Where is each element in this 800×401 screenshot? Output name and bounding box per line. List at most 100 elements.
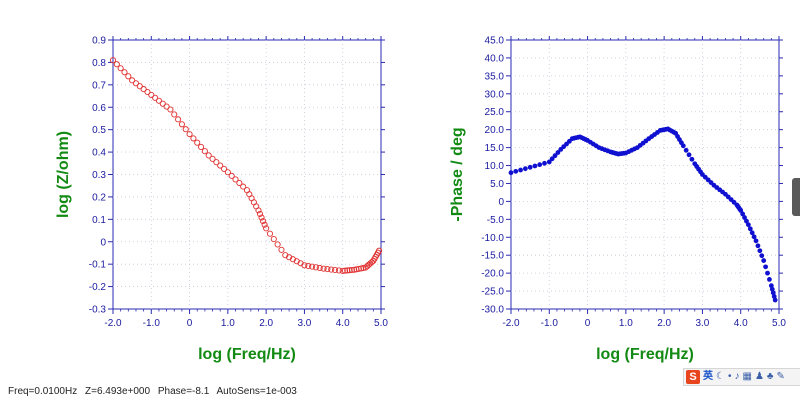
data-point: [532, 163, 538, 169]
y-tick-label: 0.8: [92, 58, 106, 69]
data-point: [263, 225, 270, 232]
ime-moon-icon[interactable]: ☾: [716, 371, 725, 382]
data-point: [209, 155, 216, 162]
data-point: [686, 152, 692, 158]
data-point: [316, 264, 323, 272]
status-freq: Freq=0.0100Hz: [8, 386, 78, 397]
data-point: [751, 234, 757, 240]
y-tick-label: 35.0: [485, 71, 505, 82]
data-point: [513, 168, 519, 174]
data-point: [236, 179, 243, 187]
data-point: [689, 156, 695, 162]
ime-dot-icon[interactable]: •: [727, 371, 732, 382]
data-point: [546, 159, 552, 165]
data-point: [171, 111, 178, 118]
y-tick-label: -25.0: [481, 287, 504, 298]
status-bar: Freq=0.0100Hz Z=6.493e+000 Phase=-8.1 Au…: [8, 386, 302, 397]
y-tick-label: -30.0: [481, 305, 504, 316]
data-point: [152, 94, 159, 101]
ime-toolbar[interactable]: S 英 ☾ • ♪ ▦ ♟ ♣ ✎: [683, 368, 800, 386]
data-point: [747, 226, 753, 232]
plot-area: [510, 39, 780, 310]
data-point: [555, 150, 561, 155]
data-point: [518, 167, 523, 173]
data-point: [348, 266, 355, 274]
data-point: [255, 207, 262, 214]
data-point: [136, 83, 143, 90]
data-point: [755, 243, 761, 249]
data-point: [745, 222, 751, 228]
side-panel-handle[interactable]: [792, 178, 800, 216]
y-axis-title: -Phase / deg: [449, 127, 466, 221]
data-point: [527, 164, 533, 170]
y-tick-label: 10.0: [485, 161, 505, 172]
y-tick-label: 0.2: [92, 192, 106, 203]
data-point: [312, 264, 319, 271]
y-axis-title: log (Z/ohm): [55, 131, 72, 218]
data-point: [140, 86, 147, 93]
data-point: [125, 73, 132, 80]
data-point: [542, 160, 547, 166]
x-tick-label: 4.0: [336, 318, 350, 329]
y-tick-label: 25.0: [485, 107, 505, 118]
y-tick-label: 30.0: [485, 89, 505, 100]
y-tick-label: 0.6: [92, 103, 106, 114]
data-point: [201, 148, 208, 155]
data-point: [552, 153, 558, 159]
data-point: [767, 277, 772, 282]
data-point: [220, 165, 228, 172]
data-point: [353, 266, 360, 273]
data-point: [190, 135, 197, 142]
y-tick-label: 45.0: [485, 36, 505, 47]
data-point: [278, 246, 285, 253]
data-point: [256, 210, 264, 218]
data-point: [355, 265, 362, 272]
y-tick-label: 15.0: [485, 143, 505, 154]
data-point: [360, 264, 367, 272]
data-point: [328, 266, 335, 273]
data-point: [175, 116, 182, 123]
data-point: [301, 262, 308, 269]
y-tick-label: 0.5: [92, 125, 106, 136]
ime-tools-icon[interactable]: ✎: [776, 371, 785, 382]
y-tick-label: 0: [498, 197, 504, 208]
data-point: [217, 162, 224, 169]
ime-keyboard-icon[interactable]: ▦: [742, 371, 752, 382]
data-point: [129, 77, 136, 84]
x-tick-label: 1.0: [221, 318, 235, 329]
data-point: [224, 169, 231, 176]
sogou-logo-icon[interactable]: S: [686, 370, 700, 384]
ime-shirt-icon[interactable]: ♣: [766, 371, 774, 382]
data-point: [260, 218, 267, 225]
data-point: [508, 170, 514, 176]
data-point: [305, 262, 312, 270]
x-tick-label: 0: [585, 318, 591, 329]
data-point: [155, 97, 162, 104]
y-tick-label: 0.1: [92, 215, 106, 226]
data-point: [261, 221, 268, 228]
data-point: [240, 183, 247, 190]
x-tick-label: -1.0: [541, 318, 559, 329]
data-point: [753, 238, 759, 244]
data-point: [335, 267, 342, 274]
x-tick-label: 1.0: [619, 318, 633, 329]
data-point: [121, 69, 128, 76]
x-tick-label: 3.0: [297, 318, 311, 329]
x-axis-title: log (Freq/Hz): [198, 346, 296, 363]
data-point: [198, 143, 205, 150]
x-tick-label: -1.0: [143, 318, 161, 329]
data-point: [159, 100, 166, 107]
data-point: [132, 80, 140, 87]
data-point: [740, 211, 746, 217]
y-tick-label: -10.0: [481, 233, 504, 244]
x-tick-label: 0: [187, 318, 193, 329]
data-point: [117, 65, 124, 72]
data-point: [757, 248, 763, 254]
ime-mic-icon[interactable]: ♪: [734, 371, 740, 382]
data-point: [320, 265, 327, 272]
data-point: [178, 121, 185, 128]
data-point: [772, 297, 778, 303]
ime-user-icon[interactable]: ♟: [754, 371, 764, 382]
ime-language-toggle[interactable]: 英: [703, 371, 713, 382]
data-point: [266, 230, 274, 237]
